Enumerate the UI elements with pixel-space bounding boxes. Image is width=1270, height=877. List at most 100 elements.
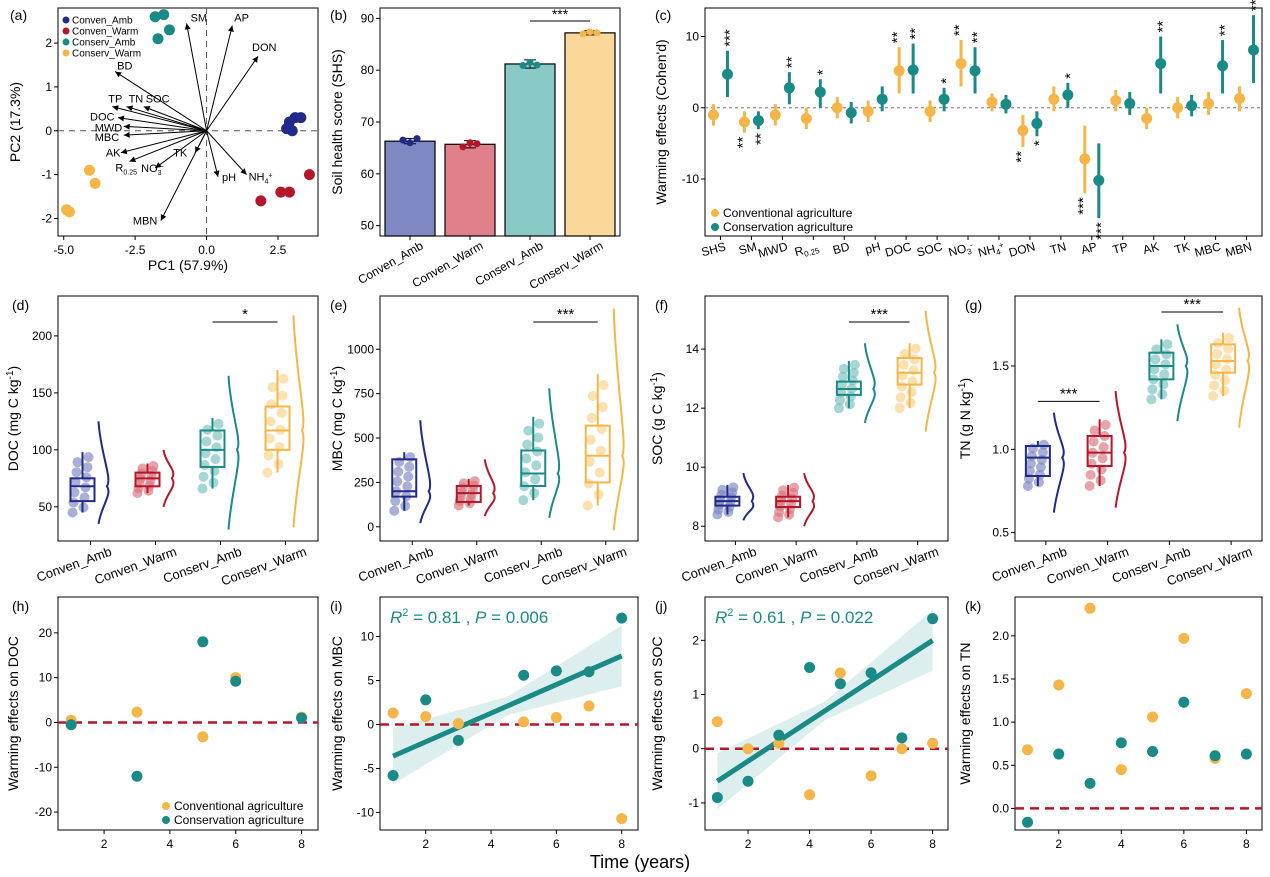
legend-marker <box>162 802 170 810</box>
time-point <box>834 678 846 690</box>
x-tick-label: 6 <box>1180 837 1187 851</box>
data-point <box>1089 425 1100 436</box>
text-span: - <box>969 240 974 249</box>
text-span: P <box>475 608 487 627</box>
legend-entry: Conventional agriculture <box>174 799 304 813</box>
sig-label: * <box>1031 140 1048 146</box>
plot-frame <box>704 7 1263 237</box>
text-span: Warming effects on MBC <box>329 636 345 791</box>
data-point <box>833 403 844 414</box>
text-span: PC2 (17.3%) <box>7 82 23 162</box>
box <box>134 471 161 488</box>
data-point <box>265 416 276 427</box>
time-point <box>804 789 816 801</box>
y-axis-label: MBC (mg C kg-1) <box>329 366 345 471</box>
bar-point <box>579 30 587 38</box>
panel-label: (g) <box>965 297 982 313</box>
data-point <box>1150 354 1161 365</box>
data-point <box>266 399 277 410</box>
text-span: MBC (mg C kg <box>329 379 345 471</box>
data-point <box>1038 439 1049 450</box>
vector-label: R0.25 <box>115 162 137 176</box>
y-tick-label: 80 <box>361 63 375 77</box>
data-point <box>518 495 529 506</box>
sig-label: *** <box>721 29 738 47</box>
vector-label: pH <box>222 172 236 184</box>
y-tick-label: 70 <box>361 115 375 129</box>
effect-point <box>1141 112 1153 124</box>
text-span: MBC <box>1193 239 1223 260</box>
time-point <box>550 711 562 723</box>
sig-label: *** <box>1248 0 1265 11</box>
vector-label: NH4+ <box>249 172 273 186</box>
effect-point <box>721 68 733 80</box>
data-point <box>1098 442 1109 453</box>
loading-vector <box>117 115 207 132</box>
sig-label: ** <box>889 31 906 43</box>
box <box>1086 435 1113 467</box>
bar-point <box>533 61 541 69</box>
time-point <box>1209 750 1221 762</box>
x-tick-label: pH <box>864 239 882 256</box>
legend-entry: Conservation agriculture <box>174 813 304 827</box>
legend-entry: Conven_Amb <box>72 16 133 27</box>
data-point <box>899 349 910 360</box>
time-point <box>834 667 846 679</box>
data-point <box>80 482 91 493</box>
time-point <box>1178 632 1190 644</box>
violin <box>419 420 432 524</box>
x-tick-label: NO3- <box>947 239 976 261</box>
data-point <box>778 485 789 496</box>
vector-label: DON <box>252 42 277 54</box>
box <box>896 356 923 386</box>
loading-vector <box>129 130 207 163</box>
time-point <box>452 734 464 746</box>
data-point <box>389 505 400 516</box>
data-point <box>895 392 906 403</box>
y-axis-label: Warming effects on SOC <box>649 636 665 790</box>
data-point <box>213 418 224 429</box>
effect-point <box>876 93 888 105</box>
text-span: -1 <box>5 370 16 379</box>
text-span: DOC <box>884 239 914 260</box>
data-point <box>849 359 860 370</box>
text-span: TN (g N kg <box>957 391 973 459</box>
sig-label: * <box>1062 73 1079 79</box>
x-tick-label: NH4+ <box>977 239 1007 261</box>
data-point <box>1224 332 1235 343</box>
x-tick-label: SHS <box>700 239 727 259</box>
x-tick-label: 6 <box>232 837 239 851</box>
y-tick-label: 50 <box>361 219 375 233</box>
x-tick-label: TK <box>1173 239 1191 256</box>
data-point <box>530 474 541 485</box>
violin <box>742 472 755 521</box>
data-point <box>1159 369 1170 380</box>
data-point <box>587 391 598 402</box>
legend-marker <box>62 49 70 57</box>
y-tick-label: 0 <box>367 520 374 534</box>
y-axis-label: SOC (g C kg-1) <box>649 372 665 465</box>
text-span: -1 <box>649 376 660 385</box>
text-span: SM <box>737 239 758 257</box>
sig-label: *** <box>1060 385 1078 402</box>
sig-label: ** <box>969 31 986 43</box>
y-axis-label: DOC (mg C kg-1) <box>5 366 21 471</box>
text-span: - <box>162 164 165 171</box>
data-point <box>848 367 859 378</box>
sig-label: ** <box>951 24 968 36</box>
text-span: AK <box>1141 239 1160 257</box>
data-point <box>82 462 93 473</box>
x-tick-label: 2.5 <box>270 243 287 257</box>
y-tick-label: 1.5 <box>992 359 1009 373</box>
data-point <box>1209 380 1220 391</box>
text-span: 3 <box>966 247 973 257</box>
text-span: Soil health score (SHS) <box>329 49 345 195</box>
time-point <box>583 666 595 678</box>
y-tick-label: 500 <box>354 431 374 445</box>
time-point <box>518 716 530 728</box>
text-span: Warming effects (Cohen'd) <box>653 39 669 204</box>
effect-point <box>1172 102 1184 114</box>
x-tick-label: 6 <box>553 837 560 851</box>
x-tick-label: AP <box>1079 239 1098 257</box>
